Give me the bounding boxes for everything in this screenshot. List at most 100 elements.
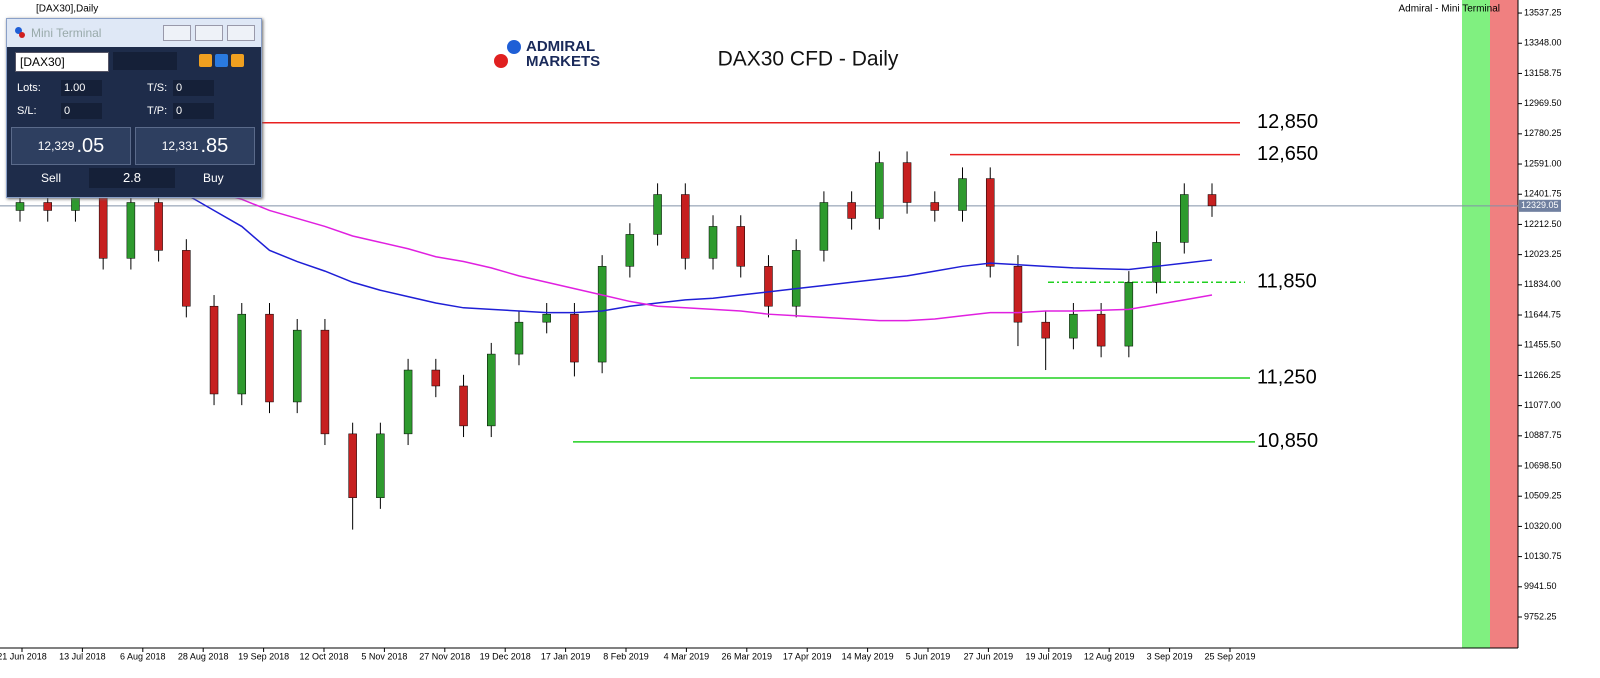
close[interactable] [227,25,255,41]
moving-average [19,161,1213,314]
field-input[interactable]: 0 [173,80,214,96]
candle-body [1069,313,1078,339]
restore[interactable] [195,25,223,41]
x-tick-label: 19 Jul 2019 [1026,651,1073,661]
field-label: T/S: [147,82,168,94]
level-label: 11,250 [1257,366,1317,388]
y-tick-label: 12591.00 [1524,158,1562,168]
candle-body [292,329,302,403]
x-tick-label: 27 Jun 2019 [964,651,1014,661]
sell-pips: .05 [76,134,105,157]
candle-body [570,313,579,363]
red-panel [1490,0,1518,648]
candle-body [985,178,995,267]
candle-body [958,178,967,211]
candle-body [487,353,496,427]
terminal-title: Mini Terminal [31,26,102,40]
terminal-titlebar: Mini Terminal [7,19,261,47]
candle-body [1096,313,1106,347]
symbol-select[interactable]: [DAX30] [15,52,109,72]
candle-body [542,313,551,323]
window-title: [DAX30],Daily [36,4,98,15]
level-label: 10,850 [1257,430,1318,452]
x-tick-label: 28 Aug 2018 [178,651,229,661]
spread: 2.8 [89,168,175,188]
logo-text: MARKETS [526,53,600,70]
candle-body [43,202,52,211]
y-tick-label: 11266.25 [1524,370,1561,380]
x-tick-label: 4 Mar 2019 [664,651,710,661]
y-tick-label: 9941.50 [1524,581,1557,591]
sell-button[interactable]: 12,329.05 [11,127,131,165]
y-tick-label: 10509.25 [1524,491,1562,501]
candle-body [1152,242,1161,283]
x-tick-label: 26 Mar 2019 [722,651,773,661]
y-tick-label: 11455.50 [1524,340,1561,350]
field-input[interactable]: 0 [61,103,102,119]
candle-body [653,194,662,235]
y-tick-label: 11834.00 [1524,279,1561,289]
sell-price: 12,329 [37,139,75,153]
candle-body [875,162,884,219]
ea-label: Admiral - Mini Terminal [1398,4,1500,15]
x-tick-label: 14 May 2019 [842,651,894,661]
x-tick-label: 8 Feb 2019 [603,651,649,661]
mini-terminal: Mini Terminal [DAX30] Lots: 1.00 T/S: 0 … [6,18,262,198]
candle-body [764,266,773,307]
x-tick-label: 6 Aug 2018 [120,651,166,661]
field-label: S/L: [17,105,37,117]
candle-body [320,329,330,435]
x-tick-label: 3 Sep 2019 [1147,651,1193,661]
candle-body [376,433,385,498]
y-tick-label: 12212.50 [1524,219,1562,229]
candle-body [902,162,912,203]
field-label: T/P: [147,105,168,117]
x-tick-label: 17 Apr 2019 [783,651,832,661]
candle-body [681,194,690,259]
buy-button[interactable]: 12,331.85 [135,127,255,165]
candle-body [182,250,191,307]
candle-body [847,202,856,219]
icon[interactable] [215,54,228,67]
y-tick-label: 10130.75 [1524,551,1562,561]
candle-body [154,202,163,251]
x-tick-label: 27 Nov 2018 [419,651,470,661]
candle-body [930,202,940,211]
minimize[interactable] [163,25,191,41]
x-tick-label: 12 Oct 2018 [299,651,348,661]
x-tick-label: 12 Aug 2019 [1084,651,1135,661]
field-label: Lots: [17,82,41,94]
x-tick-label: 13 Jul 2018 [59,651,106,661]
candle-body [71,197,80,211]
x-tick-label: 25 Sep 2019 [1204,651,1255,661]
field-input[interactable]: 0 [173,103,214,119]
buy-pips: .85 [200,134,229,157]
candle-body [209,305,219,395]
y-tick-label: 13348.00 [1524,38,1562,48]
y-tick-label: 13537.25 [1524,7,1562,17]
candle-body [348,433,357,498]
field-input[interactable]: 1.00 [61,80,102,96]
candle-body [514,321,524,355]
candle-body [1013,266,1023,323]
candle-body [98,197,108,259]
icon[interactable] [199,54,212,67]
y-tick-label: 12969.50 [1524,98,1562,108]
y-tick-label: 12023.25 [1524,249,1562,259]
y-tick-label: 11077.00 [1524,400,1561,410]
buy-price: 12,331 [161,139,199,153]
x-tick-label: 17 Jan 2019 [541,651,591,661]
candle-body [126,202,136,259]
current-price-label: 12329.05 [1521,200,1559,210]
x-tick-label: 5 Nov 2018 [361,651,407,661]
level-label: 11,850 [1257,271,1317,293]
y-tick-label: 10698.50 [1524,460,1562,470]
icon[interactable] [231,54,244,67]
y-tick-label: 9752.25 [1524,611,1557,621]
level-label: 12,650 [1257,143,1318,165]
x-tick-label: 21 Jun 2018 [0,651,47,661]
candle-body [1041,321,1050,339]
logo-dot [507,40,521,54]
